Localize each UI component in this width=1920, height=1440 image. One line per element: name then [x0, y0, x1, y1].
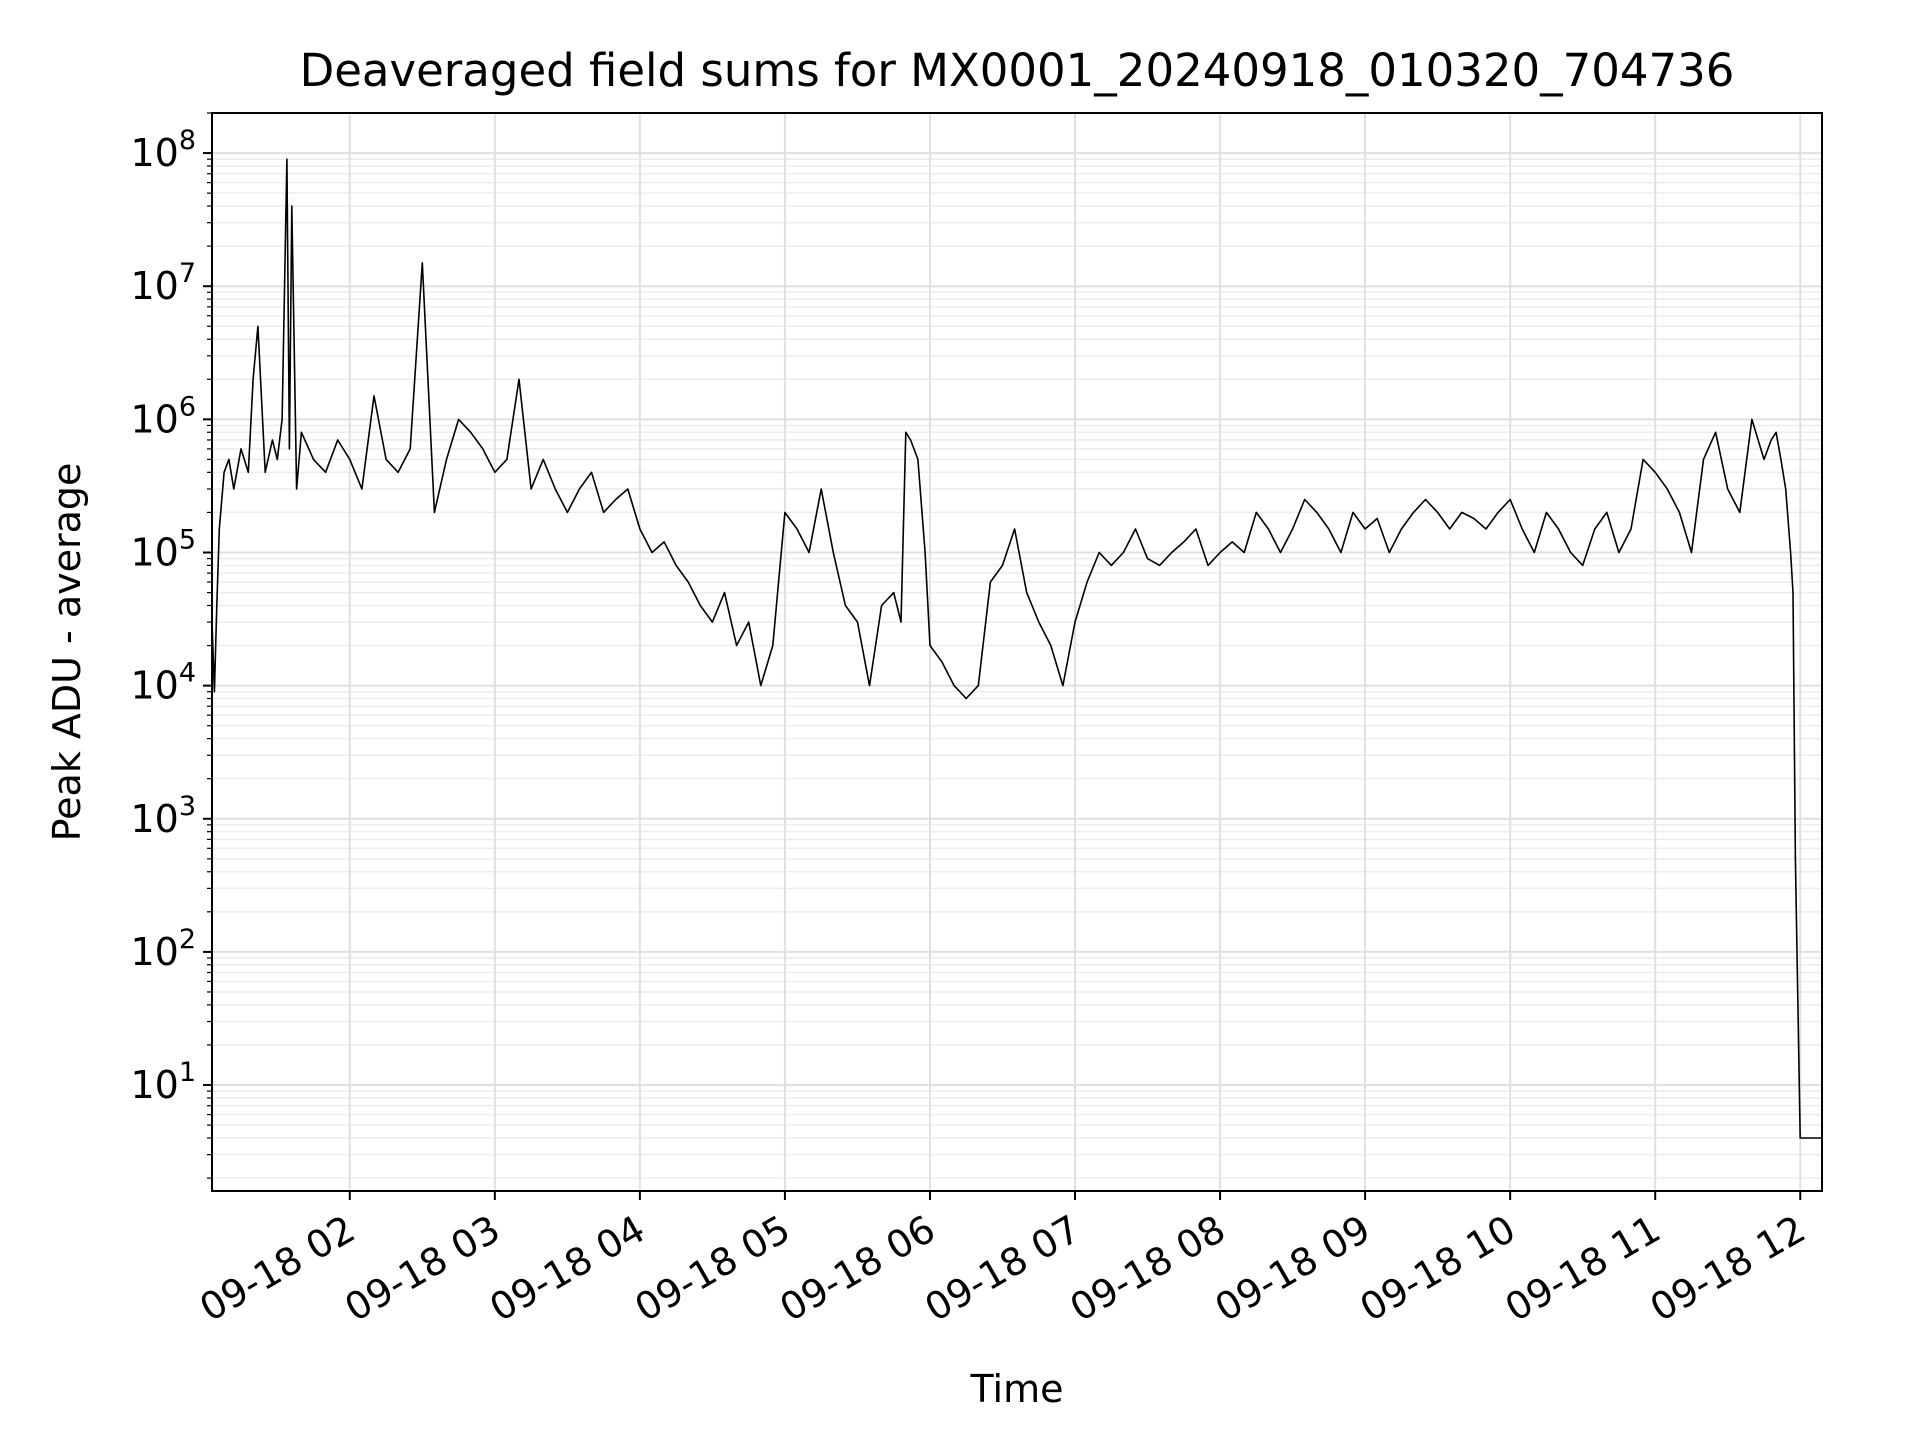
- y-tick-label: 108: [130, 125, 196, 175]
- major-gridlines: [212, 113, 1822, 1191]
- plot-frame: [211, 112, 1823, 1192]
- chart-title: Deaveraged field sums for MX0001_2024091…: [300, 44, 1735, 97]
- y-tick-label: 107: [130, 258, 196, 308]
- series-line: [211, 158, 1822, 1139]
- y-axis: 101 102 103 104 105 106 107 108: [130, 112, 212, 1179]
- y-tick-label: 106: [130, 391, 196, 441]
- y-tick-label: 103: [130, 791, 196, 841]
- y-tick-label: 101: [130, 1057, 196, 1107]
- minor-gridlines: [212, 112, 1822, 1179]
- y-tick-label: 105: [130, 524, 196, 574]
- y-axis-label: Peak ADU - average: [45, 463, 89, 842]
- x-axis-label: Time: [970, 1367, 1064, 1411]
- y-tick-label: 104: [130, 658, 196, 708]
- y-tick-label: 102: [130, 924, 196, 974]
